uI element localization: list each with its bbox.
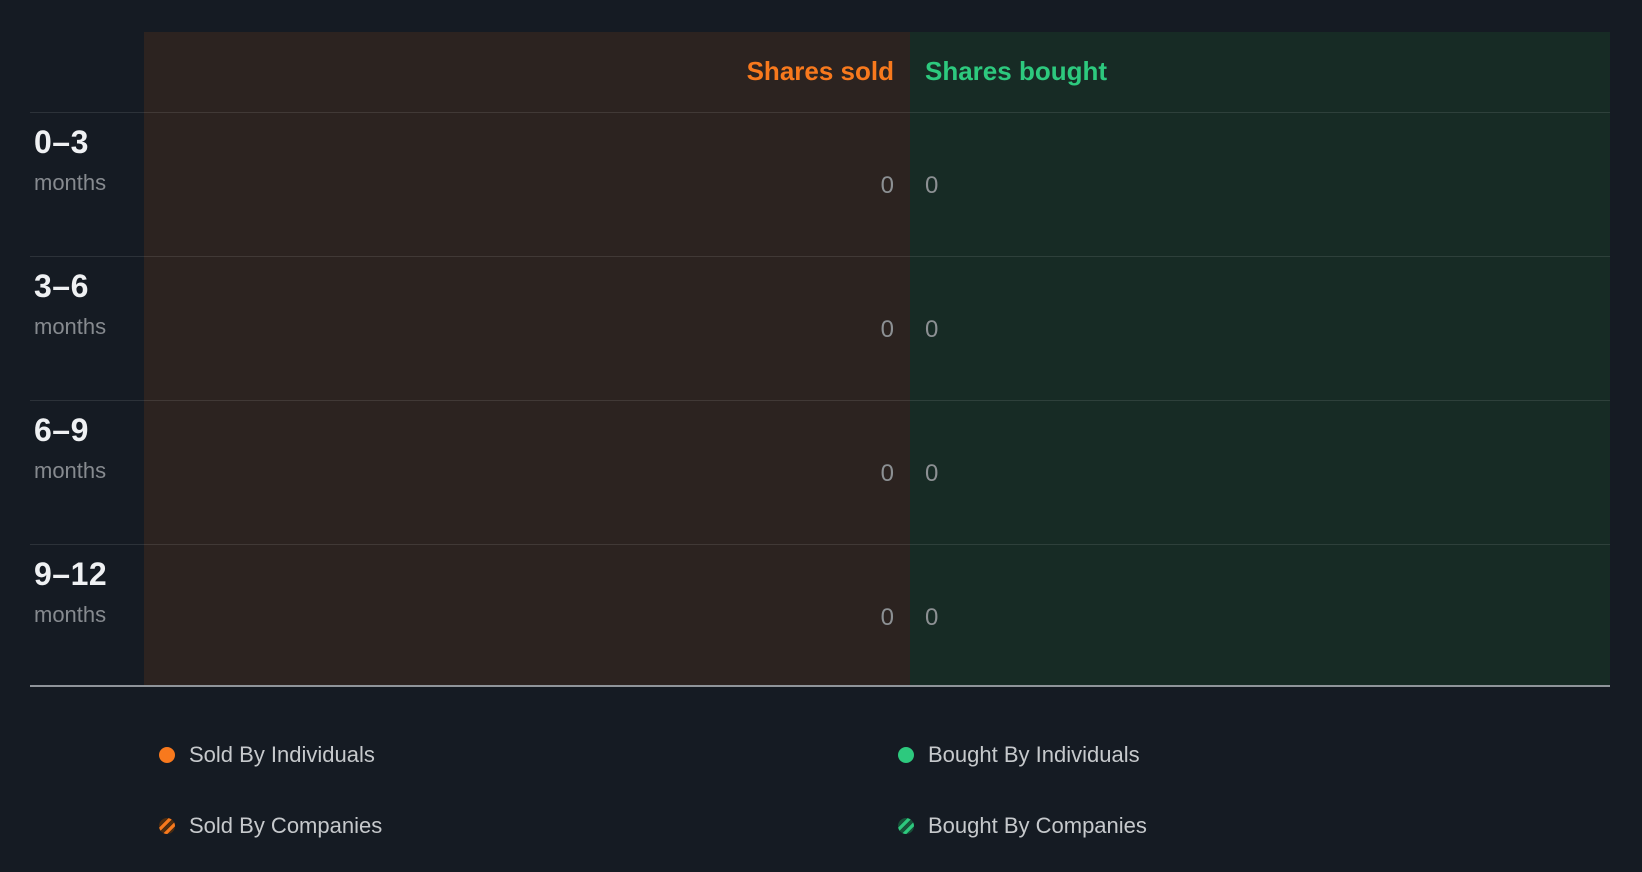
row-range-label: 0–3 xyxy=(34,124,89,160)
bought-value: 0 xyxy=(925,316,939,343)
sold-value: 0 xyxy=(880,316,894,343)
row-unit-label: months xyxy=(34,314,107,339)
row-range-label: 3–6 xyxy=(34,268,89,304)
shares-bought-header: Shares bought xyxy=(925,56,1108,86)
gridline xyxy=(30,400,1610,401)
sold-value: 0 xyxy=(880,604,894,631)
legend-label: Bought By Companies xyxy=(928,813,1147,838)
sold-value: 0 xyxy=(880,172,894,199)
legend-label: Sold By Companies xyxy=(189,813,383,838)
x-axis-line xyxy=(30,685,1610,687)
gridline xyxy=(30,544,1610,545)
row-range-label: 9–12 xyxy=(34,556,108,592)
solid-orange-dot-icon xyxy=(159,747,175,763)
legend-item-sold-individuals[interactable]: Sold By Individuals xyxy=(159,741,375,769)
sold-value: 0 xyxy=(880,460,894,487)
solid-green-dot-icon xyxy=(898,747,914,763)
legend-item-bought-individuals[interactable]: Bought By Individuals xyxy=(898,741,1140,769)
row-unit-label: months xyxy=(34,458,107,483)
bought-value: 0 xyxy=(925,604,939,631)
bought-value: 0 xyxy=(925,460,939,487)
legend-item-bought-companies[interactable]: Bought By Companies xyxy=(898,812,1147,840)
shares-sold-header: Shares sold xyxy=(746,56,894,86)
gridline xyxy=(30,112,1610,113)
row-unit-label: months xyxy=(34,170,107,195)
shares-sold-region xyxy=(144,32,910,687)
shares-bought-region xyxy=(910,32,1610,687)
striped-green-dot-icon xyxy=(898,818,914,834)
legend-item-sold-companies[interactable]: Sold By Companies xyxy=(159,812,382,840)
bought-value: 0 xyxy=(925,172,939,199)
striped-orange-dot-icon xyxy=(159,818,175,834)
legend-label: Sold By Individuals xyxy=(189,742,375,767)
legend-label: Bought By Individuals xyxy=(928,742,1140,767)
row-range-label: 6–9 xyxy=(34,412,89,448)
row-unit-label: months xyxy=(34,602,107,627)
gridline xyxy=(30,256,1610,257)
